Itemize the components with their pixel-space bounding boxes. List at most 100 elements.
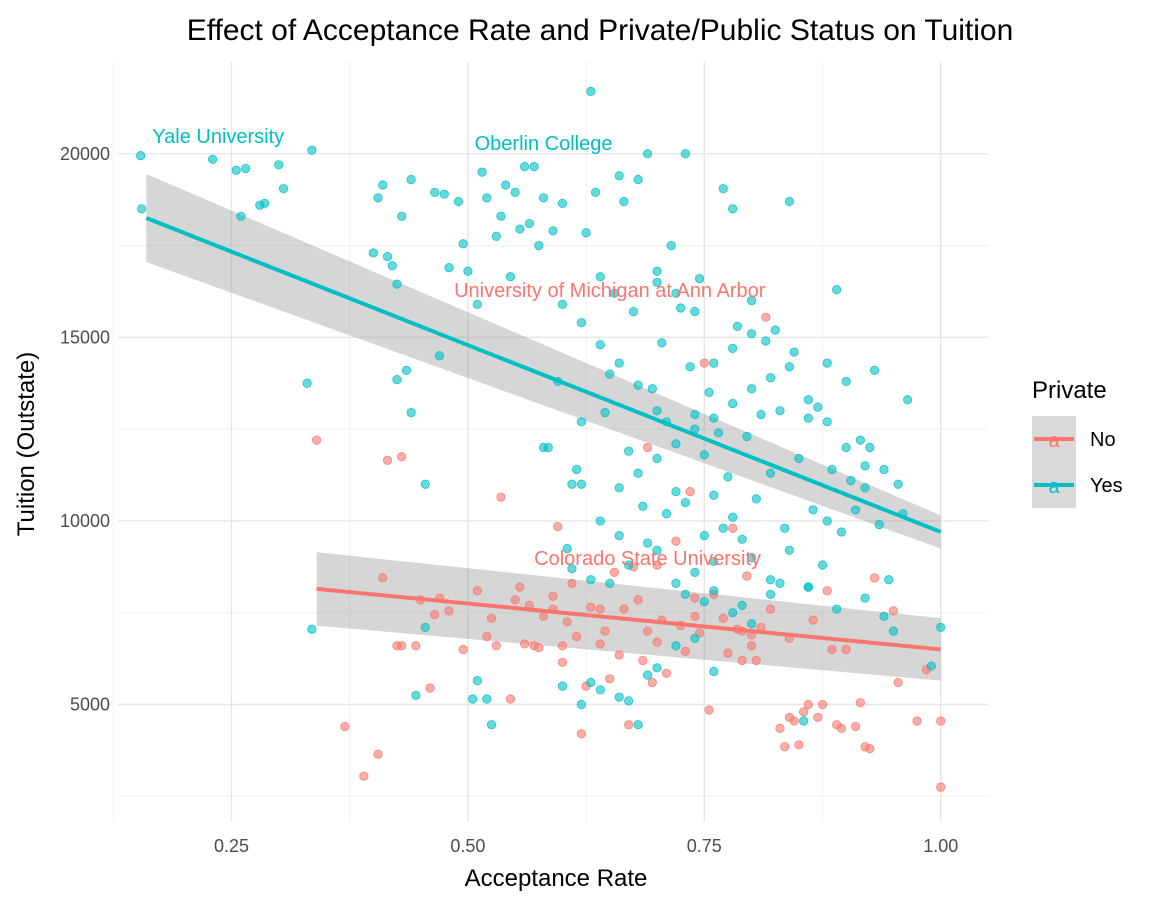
data-point-yes [751,494,761,504]
data-point-no [647,677,657,688]
data-point-no [619,604,629,614]
data-point-yes [605,369,615,379]
data-point-yes [576,479,586,489]
data-point-yes [638,501,648,511]
data-point-yes [709,490,719,500]
data-point-no [638,655,648,666]
data-point-no [751,655,761,666]
data-point-yes [420,622,430,633]
data-point-yes [709,586,719,596]
data-point-yes [472,676,482,686]
confidence-bands [146,173,941,681]
data-point-yes [893,479,903,489]
data-point-yes [756,409,766,420]
data-point-no [538,611,549,621]
data-point-yes [865,442,875,453]
data-point-no [827,644,837,655]
data-point-yes [392,279,402,289]
data-point-yes [780,523,790,533]
data-point-no [765,604,776,614]
data-point-yes [685,362,695,372]
data-point-no [359,771,369,781]
data-point-no [595,639,605,649]
data-point-yes [278,184,289,194]
data-point-yes [468,694,478,704]
x-tick-label: 1.00 [923,836,958,856]
data-point-yes [888,626,899,636]
data-point-yes [690,307,700,317]
data-point-yes [765,589,776,599]
data-point-no [510,595,520,605]
data-point-yes [572,464,582,475]
data-point-no [888,606,899,616]
data-point-yes [737,534,747,544]
data-point-yes [860,461,870,471]
data-point-no [609,567,620,577]
annotation-label: Oberlin College [475,133,613,155]
data-point-no [397,452,407,462]
data-point-yes [813,402,823,412]
data-point-no [557,641,568,651]
data-point-yes [770,325,780,335]
data-point-yes [680,589,690,599]
data-point-yes [586,575,596,585]
data-point-no [411,641,421,651]
data-point-yes [822,516,832,526]
data-point-yes [775,578,785,588]
data-point-yes [496,211,506,221]
data-point-yes [590,187,601,197]
legend: Private a No a Yes [1032,377,1123,508]
data-point-yes [557,299,568,309]
data-point-no [340,721,350,732]
data-point-no [642,626,653,636]
data-point-yes [652,663,662,673]
data-point-no [444,606,454,616]
data-point-yes [855,435,865,445]
data-point-no [642,442,653,453]
data-point-yes [746,329,757,339]
data-point-yes [822,358,832,368]
data-point-no [851,721,861,732]
data-point-no [912,716,922,726]
data-point-yes [661,508,672,519]
data-point-yes [619,196,629,207]
data-point-yes [609,288,620,298]
legend-label-no: No [1090,429,1116,451]
data-point-yes [690,409,700,420]
legend-title: Private [1032,377,1107,404]
data-point-no [534,643,544,653]
data-point-no [798,707,809,717]
data-point-yes [605,578,615,588]
data-point-no [789,716,799,726]
data-point-yes [307,624,317,634]
data-point-no [737,655,747,666]
data-point-no [794,740,804,750]
data-point-no [472,586,482,596]
data-point-yes [746,296,757,306]
data-point-no [605,674,615,684]
data-point-no [378,573,388,583]
data-point-no [680,646,690,656]
data-point-yes [671,439,681,449]
data-point-yes [869,365,880,376]
data-point-no [817,699,828,710]
data-point-yes [420,479,430,489]
data-point-yes [827,464,837,475]
data-point-yes [742,431,752,442]
data-point-yes [680,149,690,159]
data-point-no [600,626,610,636]
data-point-yes [798,716,809,726]
data-point-yes [557,198,568,208]
chart-title: Effect of Acceptance Rate and Private/Pu… [187,14,1014,47]
data-point-yes [936,622,946,633]
data-point-no [562,617,572,627]
data-point-yes [784,545,795,555]
data-point-yes [728,608,738,618]
data-point-no [624,720,634,730]
data-point-no [586,602,596,612]
data-point-yes [614,358,624,368]
data-point-yes [746,619,757,629]
data-point-yes [822,417,832,427]
